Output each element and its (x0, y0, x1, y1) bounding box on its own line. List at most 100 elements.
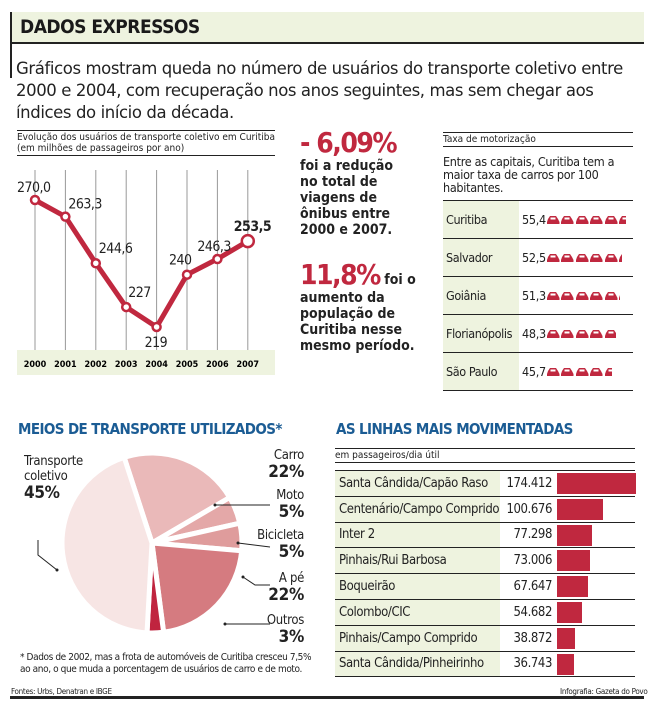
pie-label-name: A pé (278, 571, 304, 586)
line-row: Pinhais/Rui Barbosa 73.006 (335, 548, 635, 575)
year-band (17, 350, 275, 375)
data-label: 270,0 (17, 180, 51, 196)
header-rule (10, 44, 12, 78)
car-pictogram (546, 214, 627, 226)
motorization-title: Taxa de motorização (443, 132, 633, 147)
footer-rule (10, 696, 644, 699)
motorization-row: Florianópolis 48,3 (443, 315, 633, 353)
stats-panel: - 6,09% foi a redução no total de viagen… (300, 126, 430, 355)
line-name: Boqueirão (335, 574, 500, 599)
car-icon (561, 253, 574, 262)
rate-value: 45,7 (522, 364, 546, 379)
data-label: 263,3 (68, 197, 102, 213)
leader-line (242, 576, 270, 586)
car-icon (604, 253, 618, 262)
stat-population-text: foi o aumento da população de Curitiba n… (300, 272, 416, 354)
car-icon (561, 329, 574, 338)
arrow-head (236, 541, 240, 545)
line-bar (557, 524, 592, 546)
car-icon (619, 254, 622, 262)
pie-label-name: Carro (273, 448, 304, 463)
line-name: Centenário/Campo Comprido (335, 496, 500, 522)
x-tick-label: 2007 (237, 360, 260, 370)
credit: Infografia: Gazeta do Povo (560, 687, 648, 696)
car-icon (590, 291, 603, 300)
pie-slice (121, 450, 234, 547)
line-row: Centenário/Campo Comprido 100.676 (335, 496, 635, 523)
pie-label-value: 5% (278, 502, 305, 522)
data-point (151, 321, 162, 333)
city-label: Florianópolis (443, 315, 519, 352)
leader-line (237, 542, 271, 548)
data-point (181, 269, 193, 280)
data-point (90, 257, 102, 269)
data-label: 219 (145, 335, 168, 351)
pie-label: Outros 3% (250, 613, 304, 646)
car-icon (575, 215, 589, 224)
car-pictogram (546, 252, 622, 264)
line-name: Inter 2 (335, 522, 500, 548)
car-icon (590, 215, 603, 224)
car-icon (590, 253, 603, 262)
arrow-head (55, 568, 59, 572)
car-pictogram (546, 290, 621, 302)
line-bar (557, 473, 636, 494)
car-icon (604, 291, 618, 300)
line-name: Pinhais/Campo Comprido (335, 625, 500, 651)
pie-title: MEIOS DE TRANSPORTE UTILIZADOS* (18, 420, 282, 438)
line-bar (557, 627, 575, 649)
car-icon (575, 329, 589, 338)
line-row: Santa Cândida/Capão Raso 174.412 (335, 471, 636, 497)
city-label: São Paulo (443, 353, 519, 390)
pie-label-name: Bicicleta (257, 528, 304, 543)
car-pictogram (546, 328, 616, 340)
pie-slice (59, 454, 155, 636)
city-label: Salvador (443, 239, 519, 276)
rate-value: 52,5 (522, 250, 546, 265)
data-point (212, 253, 223, 265)
lines-title: AS LINHAS MAIS MOVIMENTADAS (336, 420, 573, 438)
car-icon (546, 215, 560, 224)
sources: Fontes: Urbs, Denatran e IBGE (11, 687, 112, 696)
line-value: 67.647 (513, 579, 552, 595)
header-title: DADOS EXPRESSOS (20, 16, 200, 38)
motorization-row: Salvador 52,5 (443, 239, 633, 277)
x-tick-label: 2002 (85, 360, 108, 370)
car-icon (619, 294, 621, 300)
line-value: 77.298 (513, 527, 552, 543)
line-name: Pinhais/Rui Barbosa (335, 548, 500, 574)
stat-reduction-value: - 6,09% (300, 126, 398, 159)
car-icon (546, 329, 560, 338)
city-label: Curitiba (443, 201, 519, 238)
x-tick-label: 2004 (145, 360, 168, 370)
rate-value: 55,4 (522, 212, 546, 227)
line-row: Santa Cândida/Pinheirinho 36.743 (335, 651, 635, 678)
line-name: Santa Cândida/Capão Raso (335, 471, 500, 496)
line-bar (557, 498, 603, 520)
city-label: Goiânia (443, 277, 519, 314)
pie-label-name: Transporte coletivo (24, 454, 83, 484)
data-point (29, 194, 41, 206)
line-name: Santa Cândida/Pinheirinho (335, 651, 500, 677)
line-chart-title: Evolução dos usuários de transporte cole… (17, 130, 275, 156)
car-icon (561, 367, 574, 376)
x-tick-label: 2003 (115, 360, 138, 370)
arrow-head (241, 575, 245, 579)
car-icon (604, 329, 616, 338)
motorization-row: São Paulo 45,7 (443, 353, 633, 391)
line-bar (557, 576, 588, 598)
line-value: 38.872 (513, 630, 552, 646)
motorization-panel: Taxa de motorização Entre as capitais, C… (443, 132, 633, 391)
x-tick-label: 2006 (206, 360, 229, 370)
stat-population-value: 11,8% (300, 258, 381, 291)
pie-label-value: 22% (268, 585, 304, 605)
line-value: 73.006 (513, 553, 552, 569)
lines-table: Santa Cândida/Capão Raso 174.412 Centenári… (335, 470, 636, 678)
rate-value: 51,3 (522, 288, 546, 303)
pie-label: Bicicleta 5% (230, 528, 304, 561)
pie-label: Moto 5% (250, 488, 304, 521)
line-row: Inter 2 77.298 (335, 522, 635, 549)
motorization-row: Goiânia 51,3 (443, 277, 633, 315)
car-icon (590, 329, 603, 338)
pie-label: A pé 22% (250, 571, 304, 604)
